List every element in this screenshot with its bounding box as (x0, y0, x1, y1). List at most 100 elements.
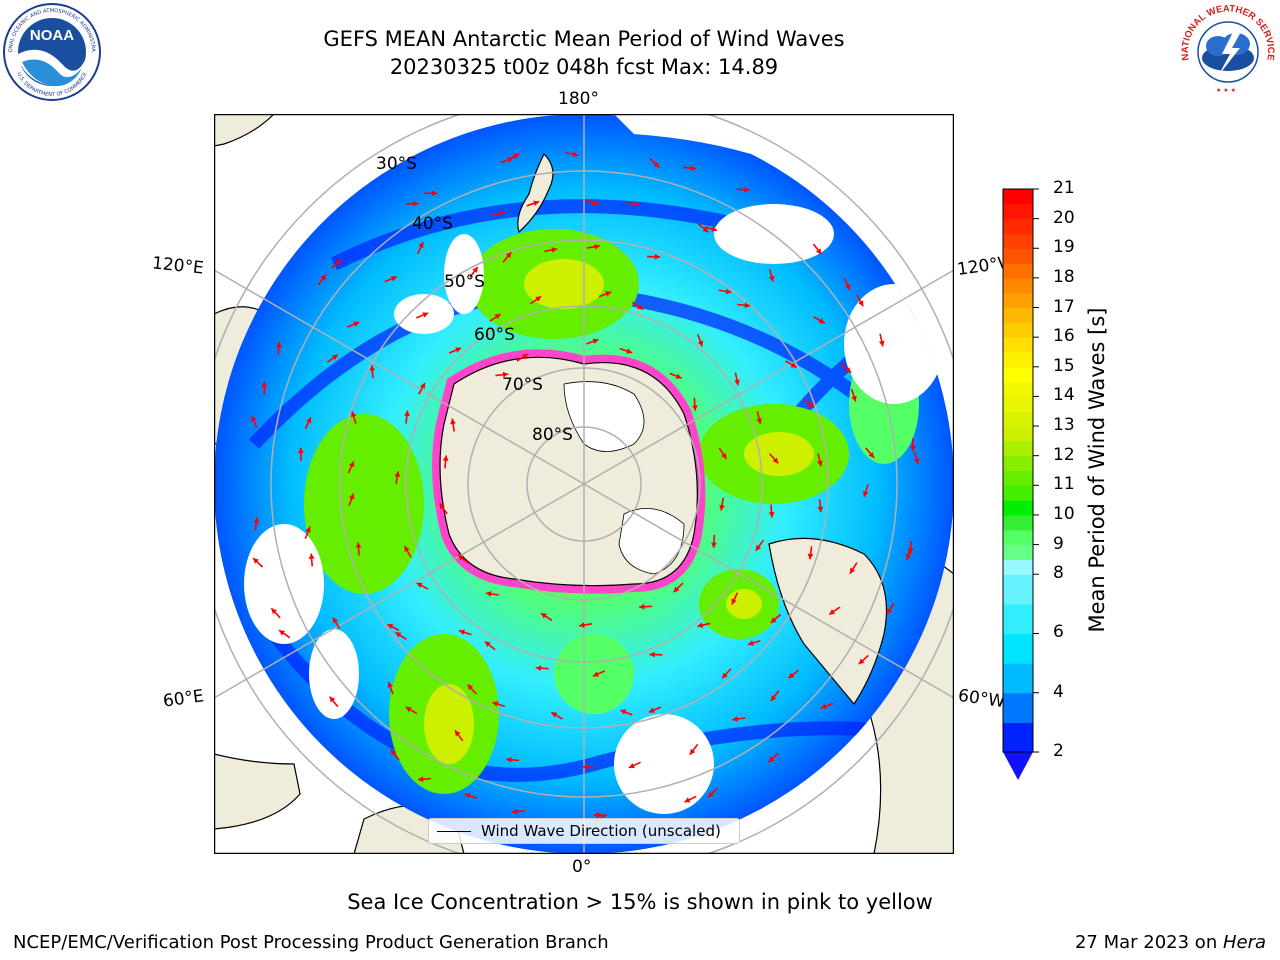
wave-direction-arrowhead (331, 354, 338, 361)
wave-direction-arrowhead (413, 200, 419, 207)
wave-direction-arrowhead (913, 457, 920, 464)
wave-direction-arrowhead (731, 598, 737, 605)
credit-line: NCEP/EMC/Verification Post Processing Pr… (13, 932, 609, 953)
legend-line (437, 830, 471, 832)
lon-label-60e: 60°E (161, 686, 206, 712)
wave-direction-arrowhead (459, 629, 465, 635)
wave-direction-arrowhead (851, 395, 857, 402)
wave-direction-arrowhead (734, 379, 740, 386)
wave-direction-arrowhead (417, 776, 424, 783)
wave-direction-arrows (251, 151, 920, 822)
colorbar-segment (1003, 233, 1033, 249)
wave-direction-arrowhead (551, 712, 558, 718)
wave-direction-arrowhead (271, 608, 278, 615)
wave-direction-arrowhead (506, 756, 512, 763)
svg-text:★ ★ ★: ★ ★ ★ (1216, 87, 1236, 94)
lon-label-180: 180° (558, 89, 599, 109)
colorbar-segment (1003, 603, 1033, 635)
colorbar-tick-label: 16 (1053, 326, 1075, 347)
wave-direction-arrowhead (807, 553, 814, 560)
wave-direction-arrowhead (868, 451, 875, 458)
wave-direction-arrowhead (335, 259, 342, 266)
wave-direction-arrowhead (755, 544, 762, 551)
colorbar-segment (1003, 396, 1033, 412)
colorbar-segment (1003, 440, 1033, 457)
colorbar-segment (1003, 514, 1033, 531)
wave-direction-arrowhead (910, 445, 916, 452)
wave-direction-arrowhead (639, 603, 645, 610)
wave-direction-arrowhead (649, 651, 655, 658)
wave-direction-arrowhead (768, 275, 775, 282)
wave-direction-arrowhead (711, 542, 717, 548)
wave-direction-arrowhead (320, 274, 326, 281)
wave-direction-arrowhead (626, 348, 633, 354)
wave-direction-arrowhead (690, 165, 697, 171)
wave-direction-arrowhead (818, 318, 825, 324)
map-frame (214, 114, 954, 854)
wave-direction-arrowhead (684, 797, 691, 803)
colorbar-label: Mean Period of Wind Waves [s] (1085, 307, 1109, 633)
wave-direction-arrowhead (251, 415, 257, 422)
wave-direction-arrowhead (419, 382, 425, 389)
wave-direction-arrowhead (605, 291, 612, 297)
wave-direction-arrowhead (540, 613, 547, 619)
wave-direction-arrowhead (829, 609, 836, 615)
wave-direction-arrowhead (820, 703, 827, 709)
colorbar-tick-label: 11 (1053, 474, 1075, 495)
wave-direction-arrowhead (332, 617, 339, 624)
wave-direction-arrowhead (521, 354, 528, 360)
sea-ice-note: Sea Ice Concentration > 15% is shown in … (347, 890, 933, 914)
wave-direction-arrowhead (442, 455, 449, 461)
wave-direction-arrowhead (722, 672, 728, 679)
noaa-logo: NOAA NATIONAL OCEANIC AND ATMOSPHERIC AD… (2, 2, 101, 101)
lon-label-60w: 60°W (956, 685, 1007, 713)
colorbar-segment (1003, 351, 1033, 368)
wave-direction-arrowhead (275, 341, 282, 348)
wave-direction-arrowhead (732, 716, 738, 722)
wave-direction-arrowhead (305, 526, 311, 533)
wave-direction-arrowhead (395, 632, 402, 638)
wave-direction-arrowhead (620, 709, 627, 715)
wave-direction-arrowhead (768, 756, 775, 763)
colorbar-tick-label: 2 (1053, 741, 1064, 761)
wave-direction-arrowhead (673, 586, 680, 593)
colorbar-segment (1003, 633, 1033, 664)
wave-direction-arrowhead (817, 460, 823, 467)
colorbar-segment (1003, 722, 1033, 753)
legend-label: Wind Wave Direction (unscaled) (481, 822, 721, 840)
lat-label-30s-outer: 30°S (376, 154, 417, 174)
wave-direction-arrowhead (637, 304, 644, 310)
wave-direction-arrowhead (849, 567, 856, 574)
wave-direction-arrowhead (353, 321, 360, 327)
wave-direction-arrowhead (756, 418, 762, 424)
wave-direction-arrowhead (905, 554, 912, 561)
wave-direction-arrowhead (744, 302, 751, 309)
wave-direction-arrowhead (261, 381, 268, 387)
wave-direction-arrowhead (572, 151, 579, 157)
wave-direction-arrowhead (498, 210, 505, 217)
colorbar-segment (1003, 426, 1033, 442)
wave-direction-arrowhead (790, 362, 797, 368)
colorbar-segment (1003, 574, 1033, 605)
wave-direction-arrowhead (348, 461, 355, 468)
wave-direction-arrowhead (472, 266, 478, 273)
colorbar-segment (1003, 366, 1033, 383)
nws-logo: NATIONAL WEATHER SERVICE ★ ★ ★ (1180, 3, 1276, 99)
map-legend: Wind Wave Direction (unscaled) (428, 818, 740, 844)
wave-direction-arrowhead (253, 517, 260, 524)
wave-direction-arrowhead (533, 200, 540, 207)
wave-direction-arrowhead (692, 405, 698, 411)
colorbar-segment (1003, 218, 1033, 235)
wave-direction-arrowhead (697, 340, 704, 347)
colorbar-segment (1003, 529, 1033, 546)
lat-label-70s: 70°S (502, 375, 543, 395)
wave-direction-arrowhead (329, 696, 336, 703)
wave-direction-arrowhead (817, 506, 824, 513)
wave-direction-arrowhead (348, 493, 355, 500)
wave-direction-arrowhead (862, 490, 869, 497)
wave-direction-arrowhead (535, 665, 542, 671)
wave-direction-arrowhead (653, 161, 660, 168)
noaa-text: NOAA (30, 27, 74, 44)
colorbar-segment (1003, 263, 1033, 279)
colorbar-tick-label: 19 (1053, 237, 1075, 258)
